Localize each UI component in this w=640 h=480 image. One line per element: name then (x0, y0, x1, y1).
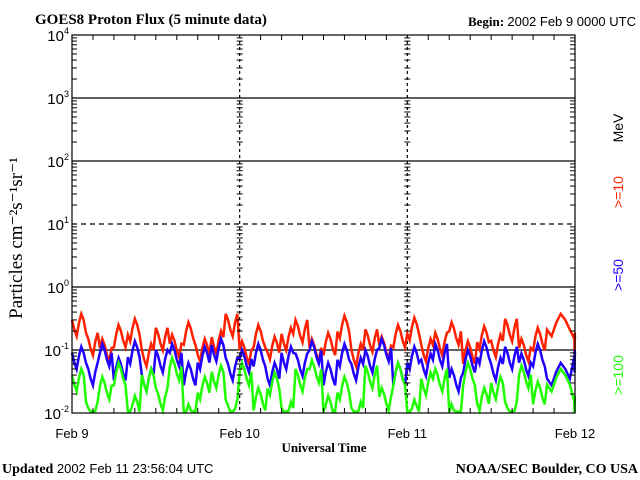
x-tick-labels: Feb 9 Feb 10 Feb 11 Feb 12 (55, 426, 595, 441)
y-axis-label: Particles cm⁻²s⁻¹sr⁻¹ (6, 157, 27, 319)
y-tick-labels: 10-2 10-1 100 101 102 103 104 (44, 26, 69, 423)
y-tick-label: 10-1 (44, 341, 69, 360)
x-tick-label: Feb 11 (388, 426, 428, 441)
y-tick-label: 10-2 (44, 404, 69, 423)
y-tick-label: 103 (47, 89, 69, 108)
chart-title: GOES8 Proton Flux (5 minute data) (35, 12, 267, 28)
begin-value: 2002 Feb 9 0000 UTC (507, 14, 636, 29)
grid (72, 35, 575, 413)
updated-label: Updated (2, 462, 54, 477)
legend-entry: MeV (610, 113, 626, 142)
legend-entry: >=100 (610, 355, 626, 395)
y-tick-label: 104 (47, 26, 69, 45)
series-group (70, 309, 577, 416)
x-tick-label: Feb 10 (219, 426, 259, 441)
legend-entry: >=50 (610, 259, 626, 291)
y-tick-label: 102 (47, 152, 69, 171)
y-tick-label: 101 (47, 215, 69, 234)
legend: MeV >=10 >=50 >=100 (610, 113, 626, 395)
axes (71, 34, 576, 414)
legend-entry: >=10 (610, 176, 626, 208)
y-tick-label: 100 (47, 278, 69, 297)
begin-info: Begin: 2002 Feb 9 0000 UTC (468, 14, 636, 29)
x-axis-label: Universal Time (281, 440, 366, 455)
x-tick-label: Feb 9 (55, 426, 88, 441)
updated-value: 2002 Feb 11 23:56:04 UTC (57, 461, 214, 476)
x-tick-label: Feb 12 (555, 426, 595, 441)
series-line (70, 334, 577, 397)
series-line (70, 353, 577, 416)
credit: NOAA/SEC Boulder, CO USA (456, 462, 639, 477)
updated-info: Updated 2002 Feb 11 23:56:04 UTC (2, 461, 213, 477)
begin-label: Begin: (468, 14, 504, 29)
